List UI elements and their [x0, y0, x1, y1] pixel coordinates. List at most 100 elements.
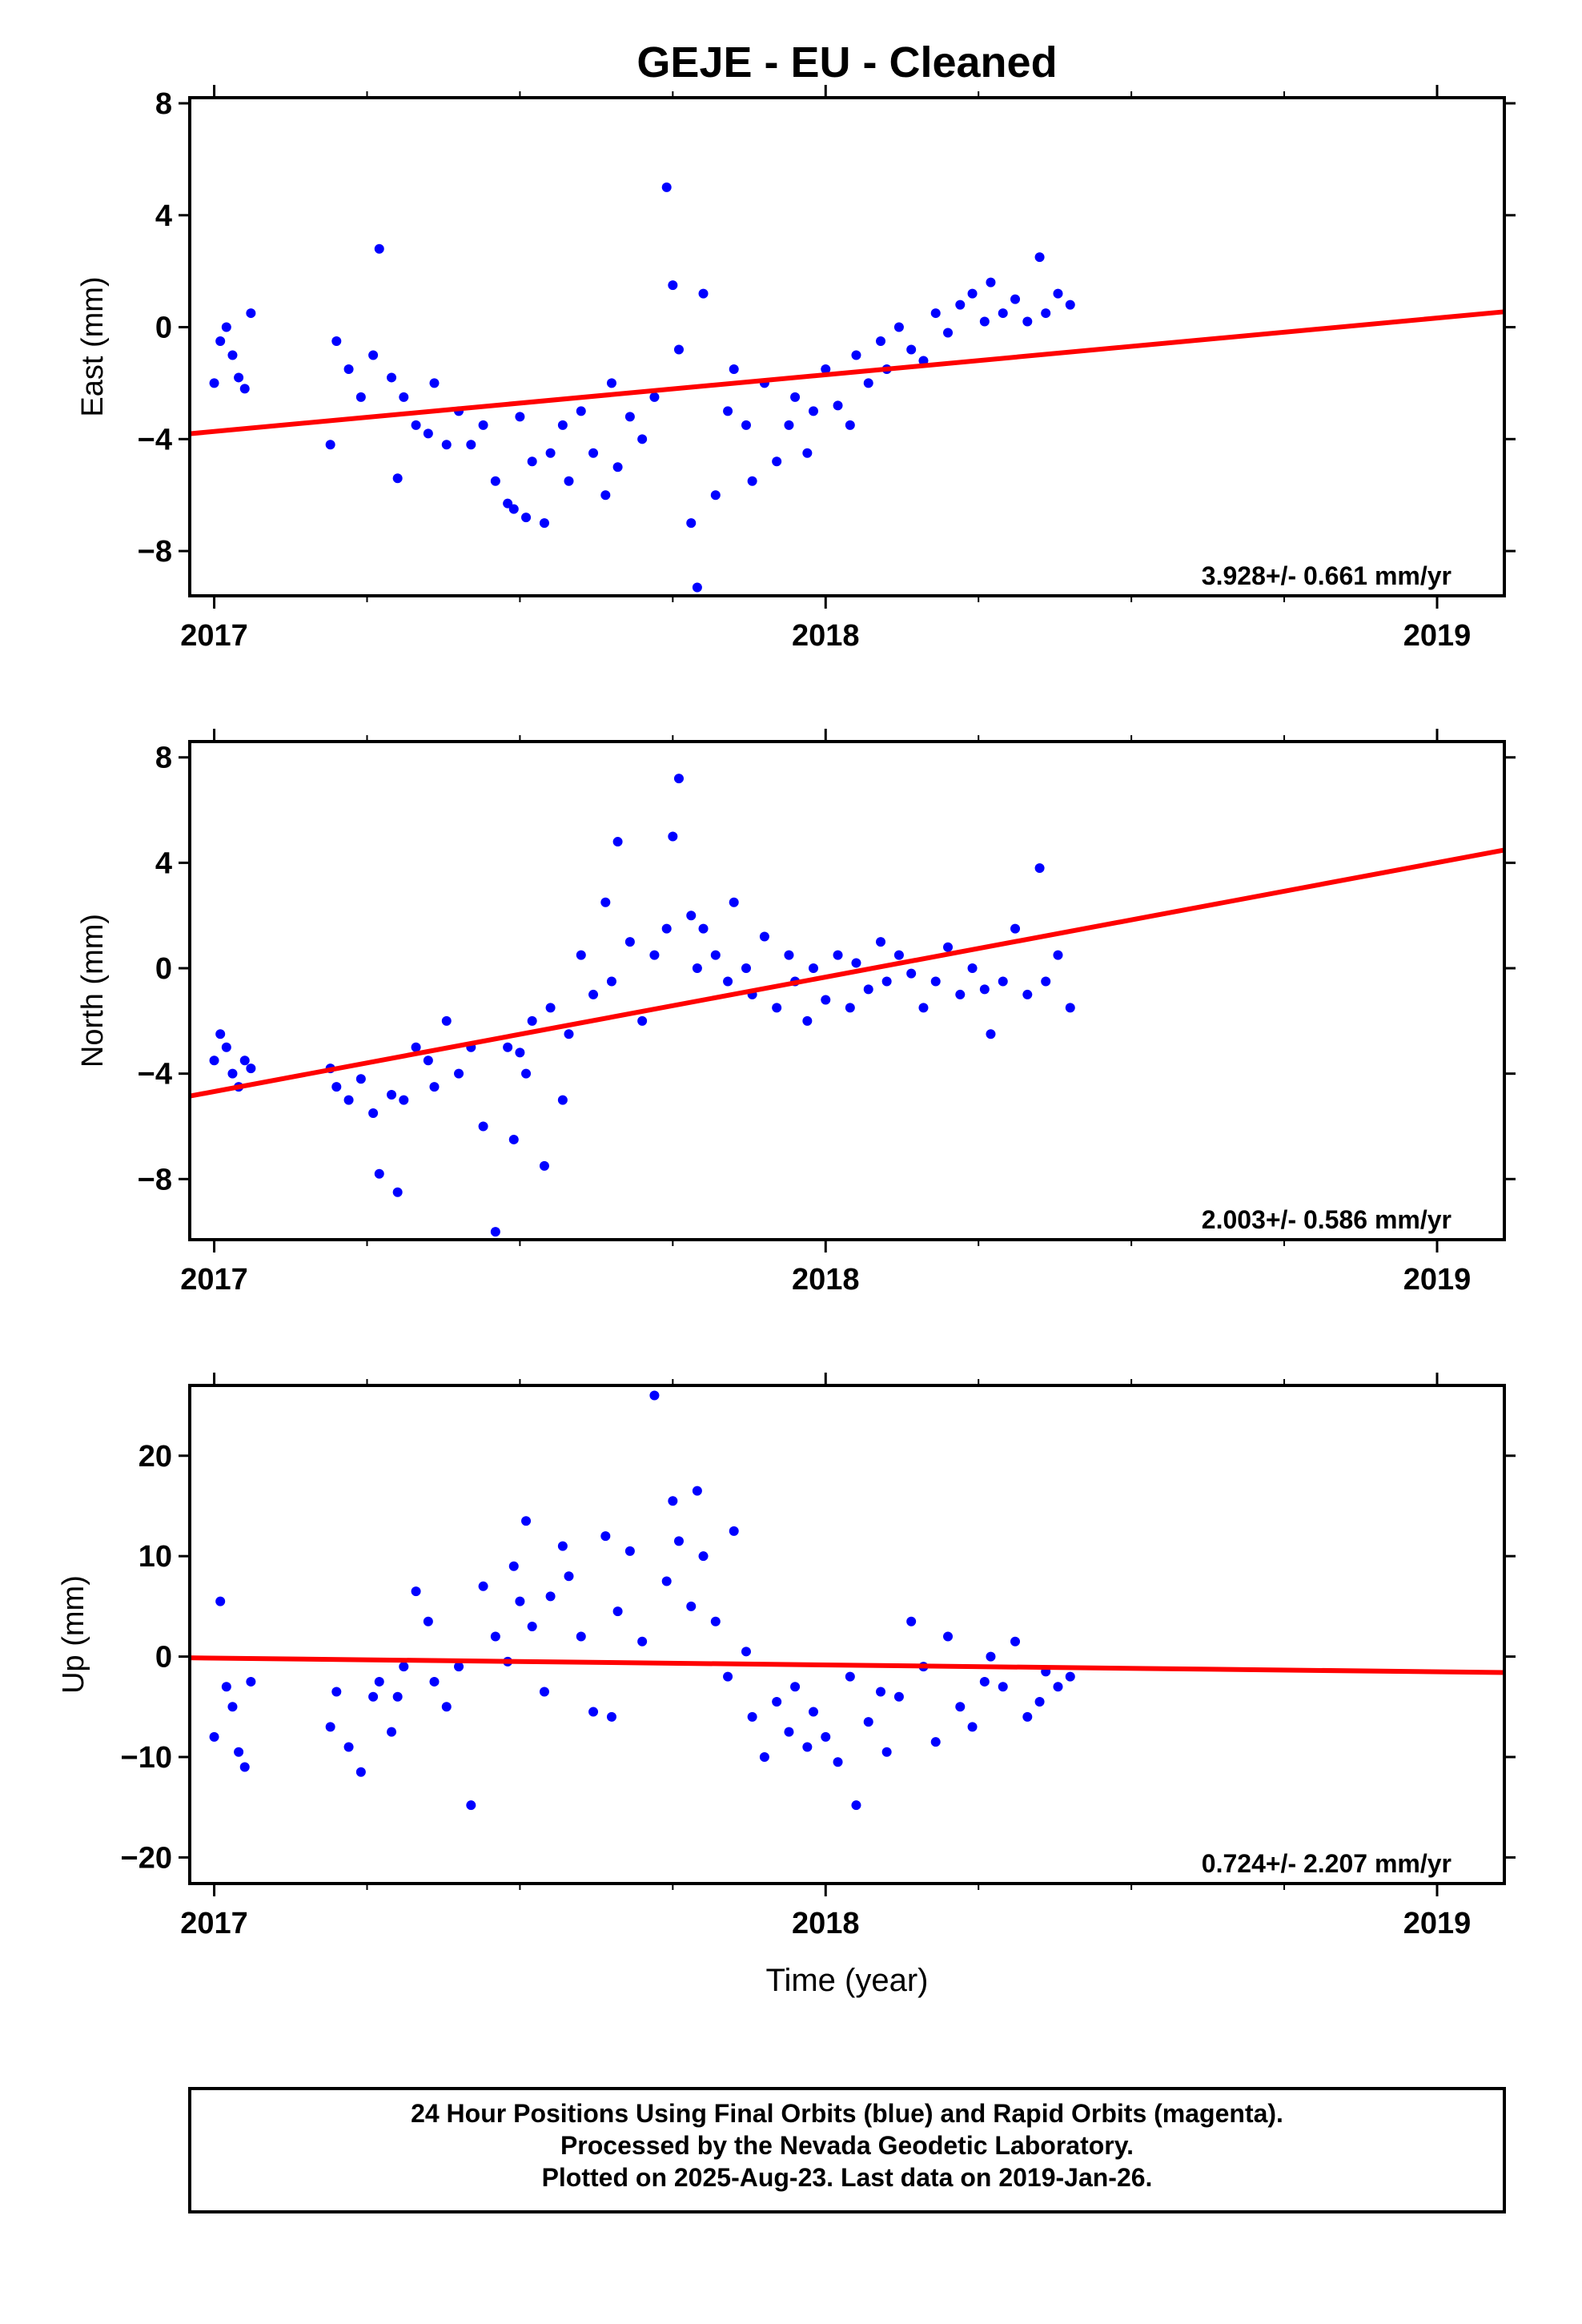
data-point: [423, 1616, 433, 1626]
data-point: [998, 976, 1008, 987]
data-point: [759, 931, 769, 942]
data-point: [881, 1747, 892, 1757]
data-point: [747, 476, 757, 486]
data-point: [1065, 1671, 1075, 1682]
data-point: [710, 490, 721, 501]
y-axis-label: Up (mm): [57, 1575, 90, 1694]
data-point: [1010, 1636, 1021, 1647]
data-point: [668, 831, 678, 842]
data-point: [729, 364, 739, 374]
y-tick-label: −4: [138, 423, 172, 456]
data-point: [521, 1068, 532, 1079]
data-point: [1022, 989, 1033, 999]
x-tick-label: 2019: [1403, 619, 1472, 653]
data-point: [967, 288, 978, 299]
data-point: [374, 243, 384, 254]
data-point: [343, 1095, 354, 1105]
data-point: [710, 950, 721, 960]
data-point: [215, 336, 226, 347]
data-point: [246, 1676, 256, 1687]
data-point: [503, 498, 513, 509]
data-point: [833, 950, 843, 960]
data-point: [808, 1707, 818, 1717]
rate-label: 2.003+/- 0.586 mm/yr: [1202, 1205, 1452, 1234]
data-point: [606, 1711, 616, 1722]
data-point: [564, 476, 574, 486]
rate-label: 3.928+/- 0.661 mm/yr: [1202, 561, 1452, 590]
data-point: [723, 406, 733, 416]
rate-label: 0.724+/- 2.207 mm/yr: [1202, 1849, 1452, 1878]
data-point: [698, 923, 709, 934]
data-point: [1041, 976, 1051, 987]
data-point: [930, 976, 941, 987]
y-axis-label: East (mm): [76, 276, 110, 416]
data-point: [930, 308, 941, 319]
data-point: [979, 984, 990, 995]
data-point: [986, 1029, 996, 1039]
data-point: [624, 1546, 635, 1556]
data-point: [355, 1767, 366, 1777]
data-point: [227, 1068, 238, 1079]
data-point: [374, 1676, 384, 1687]
data-point: [1034, 862, 1045, 873]
data-point: [649, 950, 660, 960]
data-point: [521, 513, 532, 523]
data-point: [698, 1551, 709, 1562]
x-tick-label: 2019: [1403, 1907, 1472, 1940]
data-point: [863, 1717, 873, 1727]
plot-frame: [188, 740, 1506, 1241]
data-point: [441, 1015, 452, 1026]
data-point: [515, 1047, 525, 1058]
data-point: [564, 1571, 574, 1582]
data-point: [661, 1576, 672, 1586]
x-tick-label: 2019: [1403, 1263, 1472, 1297]
data-point: [668, 280, 678, 291]
data-point: [668, 1496, 678, 1506]
data-point: [221, 1042, 231, 1052]
data-point: [1053, 950, 1063, 960]
data-point: [355, 1074, 366, 1084]
data-point: [606, 976, 616, 987]
data-point: [876, 1687, 886, 1697]
data-point: [673, 774, 684, 784]
data-point: [790, 1682, 801, 1692]
data-point: [331, 1082, 342, 1092]
footer-box: [188, 2087, 1506, 2213]
data-point: [784, 950, 794, 960]
data-point: [906, 968, 917, 979]
data-point: [943, 942, 954, 952]
data-point: [833, 400, 843, 411]
data-point: [325, 440, 335, 450]
data-point: [833, 1757, 843, 1767]
data-point: [490, 476, 500, 486]
data-point: [454, 1068, 464, 1079]
data-point: [411, 1042, 421, 1052]
y-tick-label: −4: [138, 1058, 172, 1092]
data-point: [387, 1727, 397, 1737]
plot-frame: [188, 96, 1506, 597]
data-point: [478, 1581, 488, 1591]
data-point: [863, 378, 873, 388]
data-point: [503, 1042, 513, 1052]
data-point: [368, 350, 379, 360]
y-tick-label: 4: [155, 846, 172, 880]
data-point: [564, 1029, 574, 1039]
data-point: [741, 963, 751, 974]
data-point: [521, 1516, 532, 1526]
data-point: [808, 406, 818, 416]
data-point: [399, 1095, 409, 1105]
data-point: [423, 1055, 433, 1066]
data-point: [539, 1160, 549, 1171]
y-tick-label: 8: [155, 742, 172, 775]
data-point: [246, 308, 256, 319]
data-point: [399, 392, 409, 402]
data-point: [576, 406, 586, 416]
y-tick-label: −8: [138, 1163, 172, 1196]
data-point: [986, 1651, 996, 1662]
data-point: [893, 1691, 904, 1702]
data-point: [392, 1187, 403, 1197]
data-point: [1053, 288, 1063, 299]
data-point: [490, 1631, 500, 1642]
data-point: [368, 1108, 379, 1119]
